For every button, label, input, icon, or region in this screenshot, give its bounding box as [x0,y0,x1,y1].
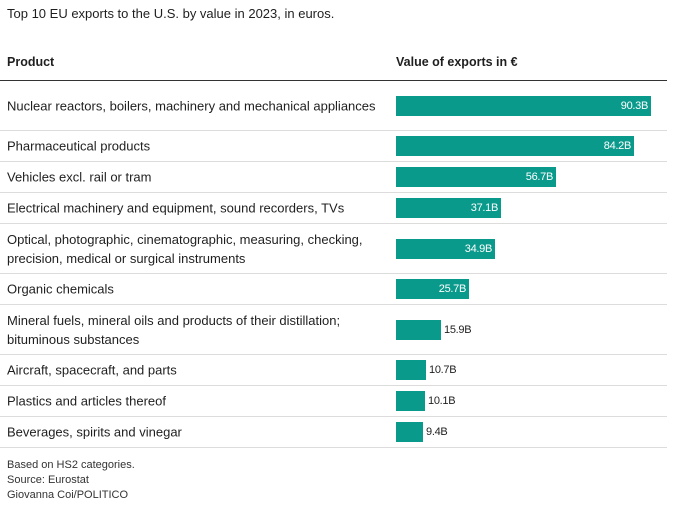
category-label: Nuclear reactors, boilers, machinery and… [7,98,376,113]
bar [396,391,425,411]
footer-credit: Giovanna Coi/POLITICO [7,489,129,501]
table-row: Plastics and articles thereof 10.1B [0,386,667,417]
category-label: Electrical machinery and equipment, soun… [7,200,345,216]
footer-note: Based on HS2 categories. [7,459,135,471]
header-product: Product [7,55,55,69]
value-label: 56.7B [525,171,554,183]
table-row: Mineral fuels, mineral oils and products… [0,305,667,355]
chart-footer: Based on HS2 categories. Source: Eurosta… [7,458,135,503]
table-row: Pharmaceutical products 84.2B [0,131,667,162]
table-row: Beverages, spirits and vinegar 9.4B [0,417,667,448]
value-label: 10.7B [429,364,457,376]
header-value: Value of exports in € [396,55,518,69]
table-row: Aircraft, spacecraft, and parts 10.7B [0,355,667,386]
value-label: 15.9B [444,323,472,336]
table-row: Organic chemicals 25.7B [0,274,667,305]
bar: 56.7B [396,167,556,187]
category-label: Optical, photographic, cinematographic, … [7,231,363,266]
table-row: Nuclear reactors, boilers, machinery and… [0,81,667,131]
footer-source: Source: Eurostat [7,474,89,486]
category-label: Pharmaceutical products [7,138,151,154]
category-label: Mineral fuels, mineral oils and products… [7,312,341,347]
chart-title: Top 10 EU exports to the U.S. by value i… [7,6,335,21]
bar [396,422,423,442]
value-label: 84.2B [603,140,632,152]
value-label: 10.1B [428,395,456,407]
value-label: 90.3B [620,99,649,112]
bar: 37.1B [396,198,501,218]
value-label: 9.4B [426,426,448,438]
table-row: Vehicles excl. rail or tram 56.7B [0,162,667,193]
value-label: 25.7B [438,283,467,295]
category-label: Vehicles excl. rail or tram [7,169,152,185]
table-header: Product Value of exports in € [0,52,667,81]
table-row: Electrical machinery and equipment, soun… [0,193,667,224]
bar: 84.2B [396,136,634,156]
category-label: Aircraft, spacecraft, and parts [7,362,177,378]
category-label: Beverages, spirits and vinegar [7,424,182,440]
bar [396,319,441,340]
bar [396,360,426,380]
value-label: 37.1B [470,202,499,214]
bar-rows: Nuclear reactors, boilers, machinery and… [0,81,667,448]
bar: 34.9B [396,238,495,259]
bar: 25.7B [396,279,469,299]
bar: 90.3B [396,95,651,116]
category-label: Organic chemicals [7,281,114,297]
category-label: Plastics and articles thereof [7,393,166,409]
table-row: Optical, photographic, cinematographic, … [0,224,667,274]
value-label: 34.9B [464,242,493,255]
